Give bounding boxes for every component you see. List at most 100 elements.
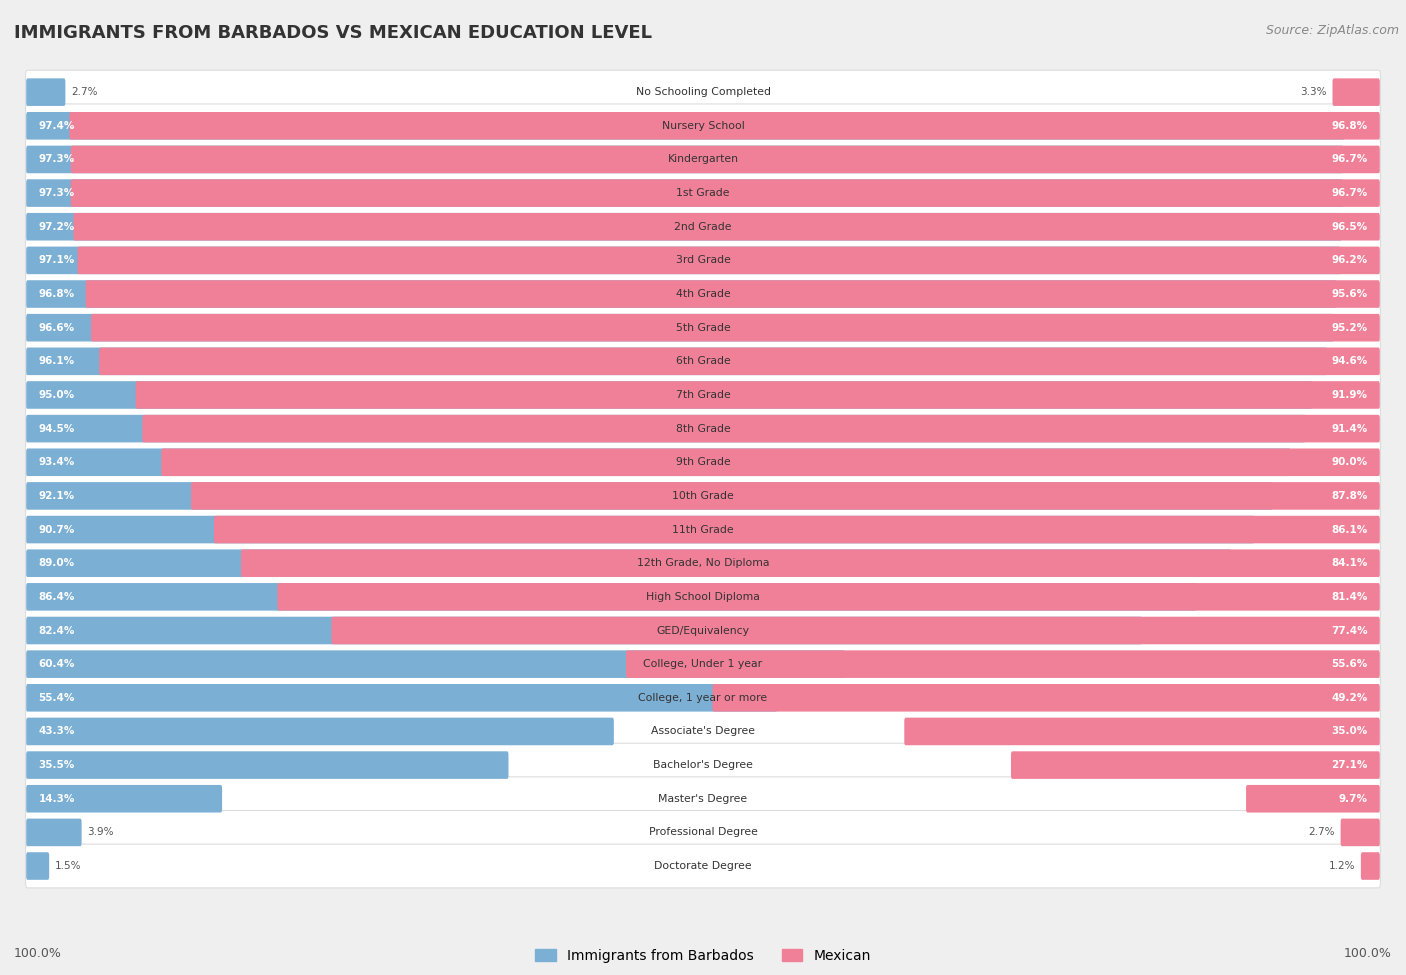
Text: 9.7%: 9.7%	[1339, 794, 1368, 803]
Text: Doctorate Degree: Doctorate Degree	[654, 861, 752, 871]
Text: 82.4%: 82.4%	[38, 626, 75, 636]
FancyBboxPatch shape	[25, 272, 1381, 316]
Text: 97.2%: 97.2%	[38, 221, 75, 232]
FancyBboxPatch shape	[25, 104, 1381, 147]
FancyBboxPatch shape	[73, 213, 1379, 241]
Text: 3rd Grade: 3rd Grade	[675, 255, 731, 265]
FancyBboxPatch shape	[162, 448, 1379, 476]
Text: 96.8%: 96.8%	[38, 289, 75, 299]
Text: 60.4%: 60.4%	[38, 659, 75, 669]
FancyBboxPatch shape	[27, 314, 1334, 341]
Text: 87.8%: 87.8%	[1331, 490, 1368, 501]
FancyBboxPatch shape	[25, 137, 1381, 181]
FancyBboxPatch shape	[27, 280, 1337, 308]
FancyBboxPatch shape	[277, 583, 1379, 610]
FancyBboxPatch shape	[70, 179, 1379, 207]
FancyBboxPatch shape	[25, 441, 1381, 485]
FancyBboxPatch shape	[214, 516, 1379, 543]
Text: College, 1 year or more: College, 1 year or more	[638, 693, 768, 703]
Text: 96.6%: 96.6%	[38, 323, 75, 332]
Text: 55.4%: 55.4%	[38, 693, 75, 703]
FancyBboxPatch shape	[25, 608, 1381, 652]
FancyBboxPatch shape	[25, 407, 1381, 450]
FancyBboxPatch shape	[27, 347, 1327, 375]
Text: 81.4%: 81.4%	[1331, 592, 1368, 602]
Text: 96.1%: 96.1%	[38, 356, 75, 367]
FancyBboxPatch shape	[91, 314, 1379, 341]
Text: 6th Grade: 6th Grade	[676, 356, 730, 367]
Text: Kindergarten: Kindergarten	[668, 154, 738, 165]
FancyBboxPatch shape	[27, 718, 614, 745]
Text: 1.5%: 1.5%	[55, 861, 82, 871]
FancyBboxPatch shape	[25, 810, 1381, 854]
Text: 3.9%: 3.9%	[87, 828, 114, 838]
Text: 1.2%: 1.2%	[1329, 861, 1355, 871]
Text: 93.4%: 93.4%	[38, 457, 75, 467]
FancyBboxPatch shape	[25, 676, 1381, 720]
FancyBboxPatch shape	[27, 414, 1306, 443]
FancyBboxPatch shape	[27, 583, 1197, 610]
FancyBboxPatch shape	[100, 347, 1379, 375]
Text: 96.2%: 96.2%	[1331, 255, 1368, 265]
Text: 27.1%: 27.1%	[1331, 760, 1368, 770]
FancyBboxPatch shape	[25, 575, 1381, 619]
Text: 86.1%: 86.1%	[1331, 525, 1368, 534]
FancyBboxPatch shape	[1011, 752, 1379, 779]
Text: 2.7%: 2.7%	[70, 87, 97, 98]
Text: 5th Grade: 5th Grade	[676, 323, 730, 332]
Text: High School Diploma: High School Diploma	[647, 592, 759, 602]
Text: Master's Degree: Master's Degree	[658, 794, 748, 803]
Text: 90.0%: 90.0%	[1331, 457, 1368, 467]
FancyBboxPatch shape	[191, 482, 1379, 510]
FancyBboxPatch shape	[27, 549, 1232, 577]
Text: 86.4%: 86.4%	[38, 592, 75, 602]
FancyBboxPatch shape	[135, 381, 1379, 409]
FancyBboxPatch shape	[1361, 852, 1379, 879]
Text: College, Under 1 year: College, Under 1 year	[644, 659, 762, 669]
Text: 35.5%: 35.5%	[38, 760, 75, 770]
FancyBboxPatch shape	[27, 617, 1142, 644]
FancyBboxPatch shape	[25, 743, 1381, 787]
Text: 94.5%: 94.5%	[38, 423, 75, 434]
FancyBboxPatch shape	[25, 710, 1381, 754]
Text: 43.3%: 43.3%	[38, 726, 75, 736]
FancyBboxPatch shape	[25, 643, 1381, 686]
Text: 2nd Grade: 2nd Grade	[675, 221, 731, 232]
Text: 2.7%: 2.7%	[1309, 828, 1336, 838]
Text: Bachelor's Degree: Bachelor's Degree	[652, 760, 754, 770]
Text: 94.6%: 94.6%	[1331, 356, 1368, 367]
Text: 77.4%: 77.4%	[1331, 626, 1368, 636]
FancyBboxPatch shape	[27, 482, 1272, 510]
FancyBboxPatch shape	[1340, 819, 1379, 846]
Text: 90.7%: 90.7%	[38, 525, 75, 534]
Text: 96.5%: 96.5%	[1331, 221, 1368, 232]
FancyBboxPatch shape	[25, 541, 1381, 585]
FancyBboxPatch shape	[77, 247, 1379, 274]
FancyBboxPatch shape	[27, 448, 1291, 476]
FancyBboxPatch shape	[27, 112, 1344, 139]
Text: No Schooling Completed: No Schooling Completed	[636, 87, 770, 98]
FancyBboxPatch shape	[27, 650, 845, 678]
Text: 8th Grade: 8th Grade	[676, 423, 730, 434]
FancyBboxPatch shape	[27, 213, 1341, 241]
Text: 95.2%: 95.2%	[1331, 323, 1368, 332]
Legend: Immigrants from Barbados, Mexican: Immigrants from Barbados, Mexican	[529, 942, 877, 969]
FancyBboxPatch shape	[25, 70, 1381, 114]
FancyBboxPatch shape	[27, 145, 1343, 174]
Text: 9th Grade: 9th Grade	[676, 457, 730, 467]
FancyBboxPatch shape	[713, 684, 1379, 712]
Text: 12th Grade, No Diploma: 12th Grade, No Diploma	[637, 559, 769, 568]
FancyBboxPatch shape	[332, 617, 1379, 644]
Text: Professional Degree: Professional Degree	[648, 828, 758, 838]
Text: 89.0%: 89.0%	[38, 559, 75, 568]
Text: 7th Grade: 7th Grade	[676, 390, 730, 400]
FancyBboxPatch shape	[27, 819, 82, 846]
FancyBboxPatch shape	[86, 280, 1379, 308]
FancyBboxPatch shape	[25, 844, 1381, 888]
Text: 84.1%: 84.1%	[1331, 559, 1368, 568]
FancyBboxPatch shape	[25, 777, 1381, 821]
FancyBboxPatch shape	[904, 718, 1379, 745]
FancyBboxPatch shape	[27, 179, 1343, 207]
Text: Nursery School: Nursery School	[662, 121, 744, 131]
FancyBboxPatch shape	[27, 381, 1312, 409]
